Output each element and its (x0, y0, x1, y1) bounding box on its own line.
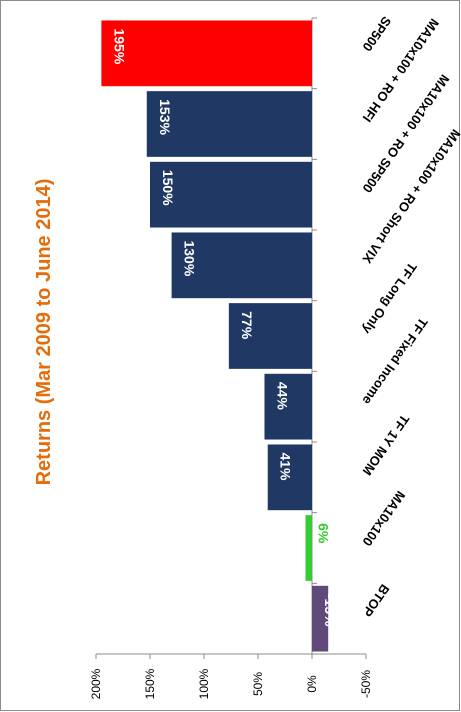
data-label: 44% (274, 382, 290, 411)
chart-title: Returns (Mar 2009 to June 2014) (33, 179, 55, 486)
data-labels: 195% 153% 150% 130% 77% 44% 41% 6% -15% (111, 28, 338, 627)
bar (101, 20, 313, 87)
data-label: 77% (239, 311, 255, 340)
value-tick-label: 50% (251, 672, 265, 696)
bar (305, 515, 312, 581)
value-tick-label: 150% (143, 668, 157, 699)
data-label: 153% (157, 99, 173, 135)
value-tick-label: 200% (89, 668, 103, 699)
bar (150, 161, 312, 228)
bar (228, 303, 312, 369)
data-label: 150% (160, 170, 176, 206)
data-label: 6% (316, 523, 332, 544)
bar (171, 232, 312, 299)
value-axis: 200% 150% 100% 50% 0% -50% (89, 653, 373, 699)
value-tick-label: 0% (305, 675, 319, 693)
bar (312, 585, 329, 652)
category-label: TF 1Y MOM (360, 412, 413, 478)
bar (264, 373, 312, 440)
category-label: MA10x100 + RO Short VIX (359, 127, 461, 267)
bar (146, 91, 312, 157)
data-label: -15% (322, 594, 338, 627)
category-label: SP500 (360, 14, 395, 55)
data-label: 130% (182, 240, 198, 276)
value-tick-label: -50% (359, 670, 373, 698)
category-label: BTOP (359, 582, 392, 620)
data-label: 195% (111, 28, 127, 64)
category-label: MA10x100 + RO SP500 (360, 72, 453, 196)
data-label: 41% (278, 452, 294, 481)
bar (267, 444, 312, 511)
value-tick-label: 100% (197, 668, 211, 699)
bars (101, 20, 329, 652)
category-axis (311, 17, 317, 655)
category-label: MA10x100 (360, 488, 409, 549)
